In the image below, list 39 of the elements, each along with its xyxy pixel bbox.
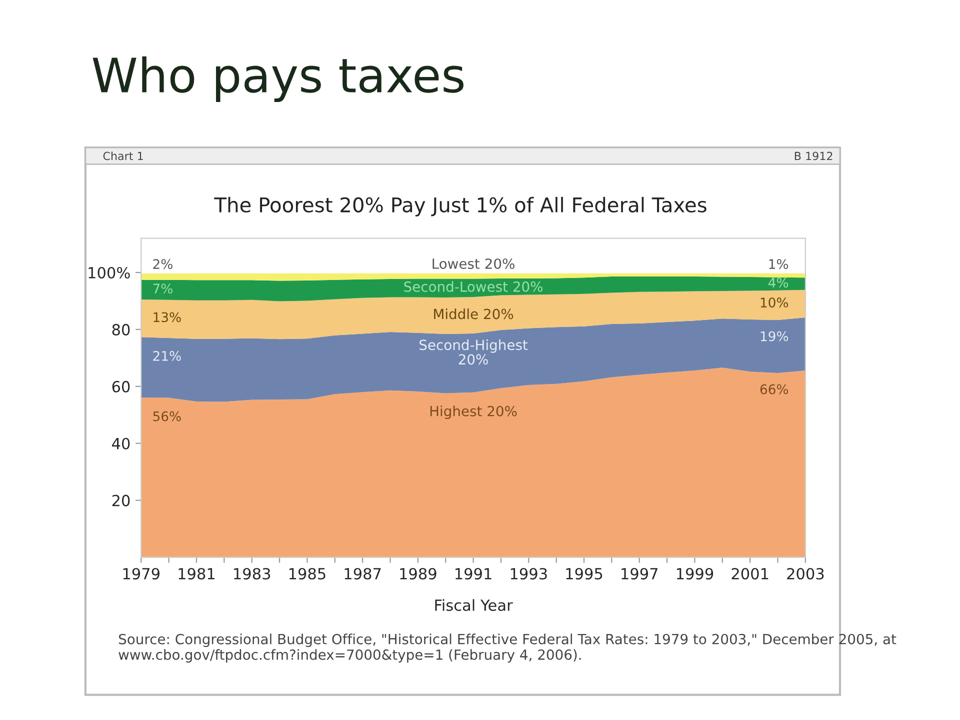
x-axis-title: Fiscal Year xyxy=(435,599,513,611)
data-label: 2% xyxy=(153,259,172,270)
series-label: Lowest 20% xyxy=(432,258,514,269)
x-tick-label: 1979 xyxy=(123,568,160,580)
x-tick-label: 1991 xyxy=(456,568,492,580)
data-label: 1% xyxy=(769,259,788,270)
x-tick-label: 1997 xyxy=(622,568,658,580)
series-label: Highest 20% xyxy=(430,406,517,420)
x-tick-label: 1981 xyxy=(178,568,215,580)
caption: Chart 1 xyxy=(103,152,143,160)
data-label: 13% xyxy=(154,312,181,322)
x-tick-label: 2003 xyxy=(787,568,824,580)
series-label: Middle 20% xyxy=(434,308,514,320)
y-tick-label: 20 xyxy=(112,494,130,506)
x-tick-label: 1983 xyxy=(234,568,270,580)
x-tick-label: 1989 xyxy=(400,568,436,580)
chart-subtitle: The Poorest 20% Pay Just 1% of All Federal Taxes xyxy=(214,196,706,216)
chart-title: Who pays taxes xyxy=(92,56,464,102)
data-label: 56% xyxy=(153,411,181,422)
data-label: 66% xyxy=(760,384,788,394)
x-tick-label: 1999 xyxy=(676,568,714,580)
x-tick-label: 1995 xyxy=(566,568,602,580)
source-note: Source: Congressional Budget Office, "Historical Effective Federal Tax Rates: 1979 to 2003," December 2005, at www.cbo.gov/ftpdoc.cfm?index=7000&type=1 (February 4, 2006). xyxy=(118,634,896,663)
data-label: 10% xyxy=(760,298,788,308)
x-tick-label: 1985 xyxy=(289,568,326,580)
x-tick-label: 2001 xyxy=(732,568,768,580)
y-tick-label: 80 xyxy=(112,324,130,336)
data-label: 19% xyxy=(760,331,788,342)
data-label: 21% xyxy=(153,350,181,361)
data-label: 7% xyxy=(153,284,172,294)
y-tick-label: 40 xyxy=(112,438,130,450)
data-label: 4% xyxy=(768,278,788,288)
x-tick-label: 1987 xyxy=(344,568,381,580)
x-tick-label: 1993 xyxy=(510,568,547,580)
y-tick-label: 60 xyxy=(112,380,130,392)
y-tick-label: 100% xyxy=(88,266,130,279)
series-label: Second-Lowest 20% xyxy=(404,281,543,292)
text: B 1912 xyxy=(794,152,832,160)
series-label: Second-Highest 20% xyxy=(420,339,528,365)
